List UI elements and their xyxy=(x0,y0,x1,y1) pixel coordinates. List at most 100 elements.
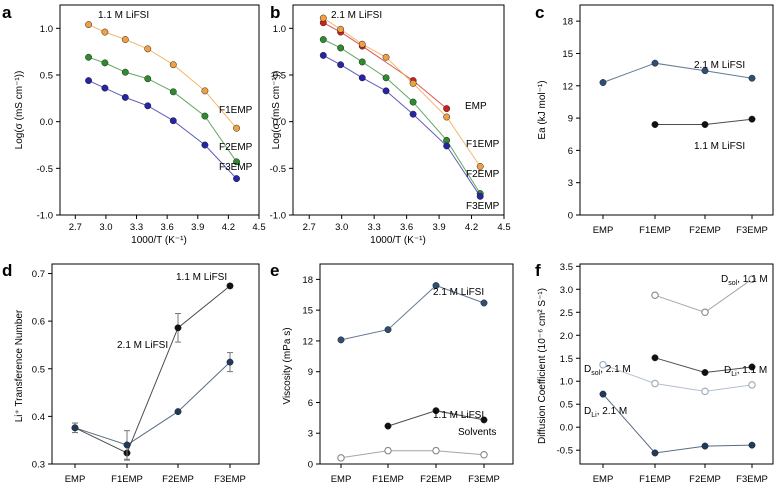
data-point xyxy=(85,21,93,29)
y-tick-label: 12 xyxy=(562,81,573,92)
y-tick-label: 1.5 xyxy=(560,354,573,365)
y-tick-label: 18 xyxy=(302,275,313,286)
data-point xyxy=(480,451,488,459)
x-tick-label: 3.6 xyxy=(161,222,174,233)
series-line xyxy=(323,54,481,197)
data-point xyxy=(358,40,366,48)
y-ticks: 0 3 6 9 12 15 18 xyxy=(562,17,580,222)
data-point xyxy=(382,53,390,61)
y-tick-label: -0.5 xyxy=(270,164,286,175)
series-label-1-1m: 1.1 M LiFSI xyxy=(694,141,745,152)
panel-letter-b: b xyxy=(270,3,280,22)
data-point xyxy=(748,115,756,123)
data-point xyxy=(701,308,709,317)
panel-letter-f: f xyxy=(535,261,541,280)
series-labels: 2.1 M LiFSI 1.1 M LiFSI xyxy=(694,60,745,152)
series-label-1-1m: 1.1 M LiFSI xyxy=(433,410,484,421)
data-point xyxy=(121,93,129,101)
y-tick-label: 0 xyxy=(568,211,573,222)
x-tick-label: 2.7 xyxy=(69,222,82,233)
y-tick-label: 3.5 xyxy=(560,262,573,273)
x-tick-label: 2.7 xyxy=(303,222,316,233)
x-tick-label: F1EMP xyxy=(111,474,143,485)
data-point xyxy=(337,454,345,462)
y-axis-label: Log(σ (mS cm⁻¹)) xyxy=(271,71,282,150)
y-tick-label: 0.6 xyxy=(32,317,45,328)
panel-letter-a: a xyxy=(2,3,12,22)
series-label-2-1m: 2.1 M LiFSI xyxy=(433,287,484,298)
data-point xyxy=(358,58,366,66)
panel-letter-d: d xyxy=(2,261,12,280)
y-tick-label: 1.0 xyxy=(40,24,53,35)
data-point xyxy=(748,441,756,449)
data-point xyxy=(233,124,240,132)
data-point xyxy=(71,424,79,432)
data-point xyxy=(701,442,709,450)
series-label-dli-1-1m: DLi, 1.1 M xyxy=(724,365,767,378)
chart-e-viscosity: Viscosity (mPa s) EMP F1EMP F2EMP F3EMP 0 3 6… xyxy=(282,263,514,485)
y-tick-label: 3.0 xyxy=(560,285,573,296)
label-main: D xyxy=(721,274,728,285)
plot-frame xyxy=(59,4,260,216)
data-point xyxy=(226,358,234,366)
chart-d-transference-number: Li⁺ Transference Number EMP F1EMP F2EMP F3E… xyxy=(14,263,260,485)
data-point xyxy=(476,163,484,170)
series-line xyxy=(74,285,231,454)
chart-f-diffusion-coefficient: Diffusion Coefficient (10⁻⁶ cm² S⁻¹) EMP… xyxy=(537,262,774,485)
data-point xyxy=(599,390,607,398)
data-point xyxy=(169,117,177,125)
data-point xyxy=(480,416,488,424)
series-line xyxy=(602,62,753,83)
series-line xyxy=(340,284,485,341)
y-axis-label: Diffusion Coefficient (10⁻⁶ cm² S⁻¹) xyxy=(537,288,548,444)
series-group xyxy=(85,21,240,183)
y-tick-label: 15 xyxy=(562,49,573,60)
x-tick-label: F3EMP xyxy=(214,474,246,485)
data-point xyxy=(169,88,177,96)
y-tick-label: 18 xyxy=(562,17,573,28)
data-point xyxy=(599,360,607,369)
data-point xyxy=(599,79,607,86)
series-label-solvents: Solvents xyxy=(458,427,496,438)
series-group xyxy=(319,14,484,200)
x-tick-label: 3.3 xyxy=(130,222,143,233)
data-point xyxy=(233,158,240,166)
x-tick-label: F2EMP xyxy=(689,474,721,485)
data-point xyxy=(651,59,659,67)
x-tick-label: 3.0 xyxy=(335,222,348,233)
data-point xyxy=(651,291,659,300)
label-main: D xyxy=(584,406,591,417)
x-tick-label: F1EMP xyxy=(372,474,404,485)
x-tick-label: F2EMP xyxy=(689,225,721,236)
series-labels: EMP F1EMP F2EMP F3EMP xyxy=(465,101,500,212)
data-point xyxy=(443,142,451,150)
x-tick-label: F3EMP xyxy=(736,225,768,236)
y-tick-label: 1.0 xyxy=(560,377,573,388)
chart-title: 2.1 M LiFSI xyxy=(331,10,382,21)
label-sub: sol xyxy=(591,370,600,377)
y-tick-label: 0.5 xyxy=(273,71,286,82)
series-labels: Dsol, 1.1 M DLi, 1.1 M Dsol, 2.1 M DLi, … xyxy=(584,274,768,419)
y-tick-label: 2.5 xyxy=(560,308,573,319)
data-point xyxy=(384,422,392,430)
series-label-2-1m: 2.1 M LiFSI xyxy=(694,60,745,71)
y-tick-label: 6 xyxy=(308,398,313,409)
y-tick-label: 9 xyxy=(308,367,313,378)
y-ticks: 0.3 0.4 0.5 0.6 0.7 xyxy=(32,269,52,471)
y-tick-label: 0.5 xyxy=(32,364,45,375)
series-group xyxy=(71,282,234,461)
data-point xyxy=(201,87,209,95)
data-point xyxy=(226,282,234,290)
y-tick-label: 3 xyxy=(308,429,313,440)
series-line xyxy=(340,450,485,459)
chart-a-conductivity-1-1m: 1.1 M LiFSI 1000/T (K⁻¹) Log(σ (mS cm⁻¹)… xyxy=(14,4,266,246)
panel-letter-e: e xyxy=(270,261,279,280)
x-ticks: EMP F1EMP F2EMP F3EMP xyxy=(593,464,768,485)
data-point xyxy=(319,51,327,59)
y-tick-label: 2.0 xyxy=(560,331,573,342)
x-tick-label: F3EMP xyxy=(468,474,500,485)
data-point xyxy=(174,324,182,332)
data-point xyxy=(701,387,709,396)
y-tick-label: 0.5 xyxy=(560,400,573,411)
